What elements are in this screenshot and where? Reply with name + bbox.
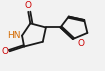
Text: HN: HN xyxy=(7,31,21,40)
Text: O: O xyxy=(78,39,85,48)
Text: O: O xyxy=(2,47,9,56)
Text: O: O xyxy=(25,1,32,10)
